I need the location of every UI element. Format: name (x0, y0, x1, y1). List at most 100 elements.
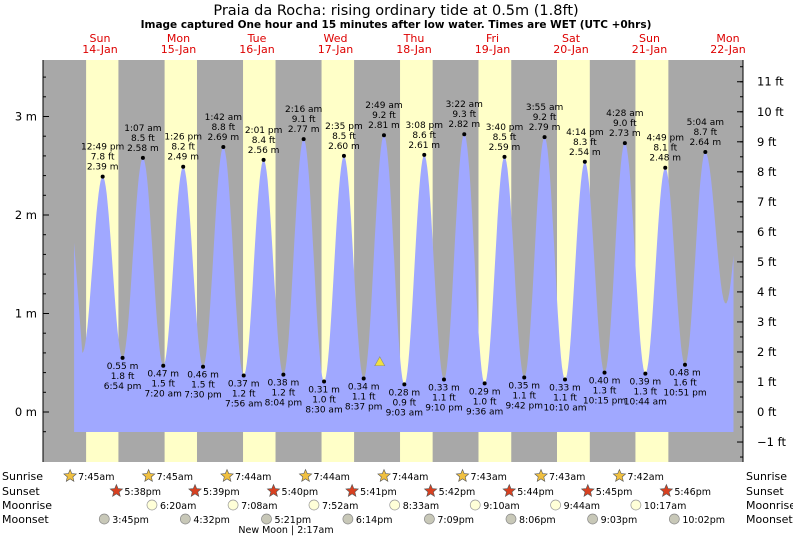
high-tide-point (462, 132, 467, 137)
right-tick-label: 5 ft (757, 255, 777, 269)
high-tide-label: 2.82 m (448, 120, 480, 130)
high-tide-label: 1:42 am (205, 113, 242, 123)
high-tide-label: 2.77 m (288, 125, 320, 135)
low-tide-point (361, 376, 366, 381)
low-tide-label: 1.1 ft (553, 393, 577, 403)
low-tide-label: 1.3 ft (633, 388, 657, 398)
high-tide-point (301, 137, 306, 142)
moonset-time: 8:06pm (519, 515, 556, 526)
low-tide-label: 1.6 ft (673, 379, 697, 389)
right-tick-label: 1 ft (757, 375, 777, 389)
sunrise-icon (63, 468, 78, 482)
day-name-label: Sun (639, 32, 660, 45)
high-tide-label: 9.2 ft (533, 113, 557, 123)
high-tide-label: 2.81 m (368, 121, 400, 131)
low-tide-label: 0.48 m (669, 369, 701, 379)
low-tide-label: 10:44 am (624, 398, 667, 408)
sunset-icon (109, 483, 124, 497)
sunrise-time: 7:43am (470, 472, 506, 483)
sunset-icon (580, 483, 595, 497)
high-tide-label: 8.6 ft (412, 131, 436, 141)
high-tide-label: 2.58 m (127, 144, 159, 154)
high-tide-label: 8.5 ft (493, 133, 517, 143)
low-tide-label: 0.33 m (549, 383, 581, 393)
sunset-icon (423, 483, 438, 497)
low-tide-point (161, 363, 166, 368)
low-tide-point (402, 382, 407, 387)
low-tide-label: 0.28 m (389, 388, 421, 398)
day-headers: Sun14-JanMon15-JanTue16-JanWed17-JanThu1… (82, 32, 746, 56)
sunrise-icon (612, 468, 627, 482)
high-tide-label: 8.7 ft (693, 128, 717, 138)
high-tide-label: 3:08 pm (405, 121, 443, 131)
low-tide-point (643, 371, 648, 376)
axis-left-metres: 0 m 1 m 2 m 3 m (15, 60, 49, 462)
low-tide-label: 1.3 ft (593, 387, 617, 397)
sunrise-time: 7:44am (235, 472, 271, 483)
high-tide-point (221, 145, 226, 150)
sunrise-icon (298, 468, 313, 482)
moonset-time: 5:21pm (274, 515, 311, 526)
low-tide-label: 9:42 pm (505, 402, 543, 412)
high-tide-label: 8.4 ft (252, 136, 276, 146)
sunrise-time: 7:45am (157, 472, 193, 483)
moonrise-time: 8:33am (403, 501, 439, 512)
low-tide-point (563, 377, 568, 382)
moonrise-icon (550, 499, 561, 511)
moonrise-icon (146, 499, 158, 511)
sunrise-time: 7:42am (627, 472, 663, 483)
low-tide-label: 9:36 am (466, 407, 503, 417)
high-tide-point (100, 174, 105, 179)
sunset-icon (345, 483, 360, 497)
high-tide-point (261, 157, 266, 162)
high-tide-label: 9.2 ft (372, 111, 396, 121)
low-tide-label: 0.40 m (589, 377, 621, 387)
sunset-time: 5:41pm (360, 487, 397, 498)
high-tide-point (381, 133, 386, 138)
low-tide-point (482, 381, 487, 386)
low-tide-label: 1.1 ft (352, 393, 376, 403)
low-tide-label: 10:10 am (543, 403, 586, 413)
day-date-label: 17-Jan (318, 43, 354, 56)
sunrise-time: 7:43am (549, 472, 585, 483)
day-name-label: Mon (167, 32, 190, 45)
moonset-icon (505, 513, 517, 525)
high-tide-point (422, 152, 427, 157)
high-tide-label: 2.54 m (569, 148, 601, 158)
moonrise-time: 9:10am (483, 501, 519, 512)
right-tick-label: 0 ft (757, 405, 777, 419)
moonrise-time: 7:52am (322, 501, 358, 512)
right-tick-label: 7 ft (757, 195, 777, 209)
high-tide-label: 2.59 m (489, 143, 521, 153)
sunrise-icon (220, 468, 234, 482)
left-tick-label: 3 m (15, 110, 37, 124)
right-tick-label: 4 ft (757, 285, 777, 299)
chart-subtitle: Image captured One hour and 15 minutes a… (141, 19, 652, 31)
low-tide-label: 0.38 m (268, 379, 300, 389)
low-tide-label: 0.31 m (308, 385, 340, 395)
moonrise-icon (630, 499, 642, 511)
high-tide-label: 2.48 m (649, 154, 681, 164)
high-tide-label: 9.3 ft (452, 110, 476, 120)
tide-area (74, 134, 734, 432)
high-tide-label: 2:35 pm (325, 122, 363, 132)
moonrise-time: 10:17am (644, 501, 686, 512)
sunrise-icon (141, 468, 156, 482)
sunset-time: 5:46pm (674, 487, 711, 498)
high-tide-label: 3:22 am (446, 100, 483, 110)
moonset-icon (342, 513, 354, 525)
high-tide-point (703, 149, 708, 154)
sunset-time: 5:44pm (517, 487, 554, 498)
low-tide-point (322, 379, 327, 384)
high-tide-label: 2.49 m (167, 153, 199, 163)
low-tide-label: 9:10 pm (425, 403, 463, 413)
low-tide-label: 1.8 ft (111, 372, 135, 382)
low-tide-label: 7:20 am (145, 390, 182, 400)
low-tide-label: 1.1 ft (512, 392, 536, 402)
moonrise-icon (469, 499, 481, 511)
current-tide-marker (374, 356, 386, 367)
low-tide-point (682, 362, 687, 367)
moonset-icon (98, 513, 110, 525)
high-tide-label: 8.1 ft (653, 144, 677, 154)
